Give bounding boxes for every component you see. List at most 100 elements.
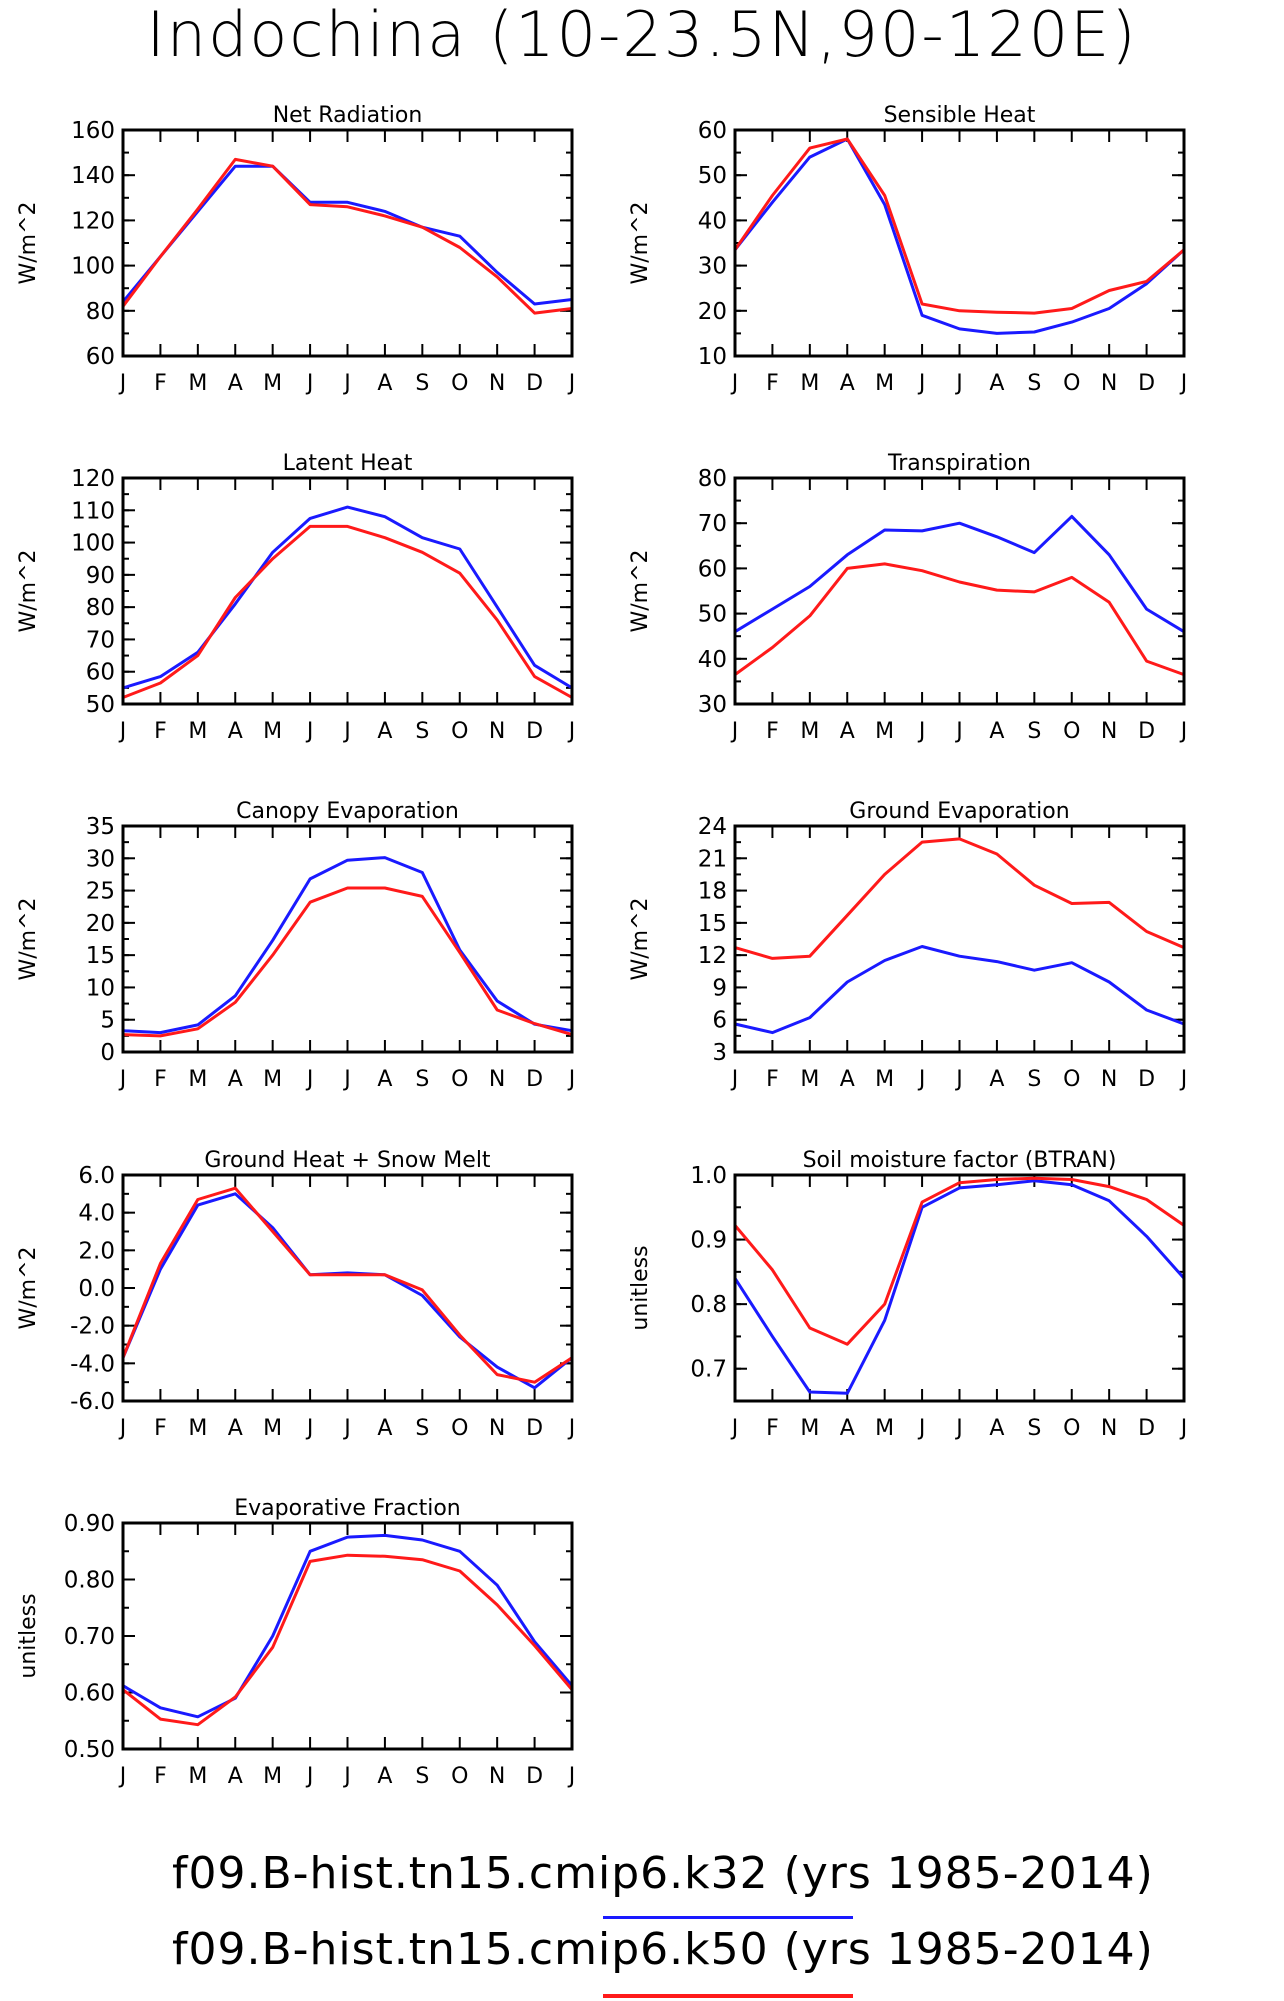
x-tick-label: F [154,371,167,396]
x-tick-label: F [766,719,779,744]
y-tick-label: 24 [698,814,727,840]
x-tick-label: A [840,719,855,744]
y-tick-label: 25 [86,879,115,905]
series-line-k32 [734,945,1185,1035]
y-tick-label: 50 [698,163,727,189]
x-tick-label: D [526,719,543,744]
y-tick-label: 2.0 [78,1238,115,1264]
x-tick-label: J [1179,719,1188,744]
y-tick-label: 0.0 [78,1276,115,1302]
x-tick-label: J [342,1416,351,1441]
plot-frame [121,824,574,1054]
x-tick-label: O [451,1416,468,1441]
x-tick-label: D [526,371,543,396]
chart-title: Latent Heat [283,451,413,476]
y-tick-label: 15 [86,943,115,969]
y-tick-label: 30 [698,254,727,280]
y-tick-label: 20 [86,911,115,937]
plot-frame [733,824,1186,1054]
series-line-k32 [733,1179,1186,1395]
x-tick-label: M [875,1416,894,1441]
legend-swatch-k32 [603,1916,853,1919]
y-tick-label: 120 [71,208,115,234]
x-tick-label: D [1138,1067,1155,1092]
chart-title: Net Radiation [273,103,423,128]
x-tick-label: M [263,1067,282,1092]
plot-frame [733,1173,1186,1403]
x-tick-label: J [954,1416,963,1441]
y-tick-label: 20 [698,299,727,325]
x-tick-label: O [451,1067,468,1092]
x-tick-label: S [415,1067,429,1092]
x-tick-label: J [954,1067,963,1092]
x-tick-label: N [489,719,505,744]
legend-years-k32: (yrs 1985-2014) [768,1848,1154,1899]
y-tick-label: 50 [86,692,115,718]
y-axis-label: unitless [16,1593,41,1678]
x-tick-label: J [118,719,127,744]
x-tick-label: J [342,371,351,396]
x-tick-label: A [228,1764,243,1789]
y-tick-label: 35 [86,814,115,840]
y-axis-label: W/m^2 [628,201,653,284]
x-tick-label: A [840,1067,855,1092]
x-tick-label: J [567,719,576,744]
x-tick-label: F [154,1067,167,1092]
y-tick-label: -2.0 [70,1314,115,1340]
y-tick-label: 0 [100,1040,115,1066]
x-tick-label: J [567,1764,576,1789]
x-tick-label: D [526,1067,543,1092]
x-tick-label: F [766,1067,779,1092]
y-tick-label: 5 [100,1008,115,1034]
y-tick-label: 10 [86,975,115,1001]
y-tick-label: 80 [86,299,115,325]
y-tick-label: -4.0 [70,1351,115,1377]
x-tick-label: J [342,1067,351,1092]
x-tick-label: S [1027,1416,1041,1441]
y-tick-label: 0.60 [64,1681,115,1707]
y-axis-label: W/m^2 [16,201,41,284]
x-tick-label: M [800,719,819,744]
x-tick-label: O [1063,1416,1080,1441]
x-tick-label: A [228,371,243,396]
x-tick-label: A [840,1416,855,1441]
chart-title: Transpiration [887,451,1031,476]
x-tick-label: M [188,1067,207,1092]
x-tick-label: S [415,371,429,396]
x-tick-label: F [154,719,167,744]
legend-name-k32: f09.B-hist.tn15.cmip6.k32 [172,1848,769,1899]
x-tick-label: D [1138,1416,1155,1441]
plot-frame [121,476,574,706]
x-tick-label: M [263,371,282,396]
x-tick-label: J [118,371,127,396]
series-line-k32 [734,514,1185,633]
x-tick-label: J [917,1416,926,1441]
x-tick-label: N [489,1416,505,1441]
x-tick-label: O [451,371,468,396]
y-axis-label: W/m^2 [16,897,41,980]
x-tick-label: N [489,371,505,396]
x-tick-label: J [917,371,926,396]
x-tick-label: J [730,371,739,396]
y-tick-label: -6.0 [70,1389,115,1415]
x-tick-label: S [1027,1067,1041,1092]
y-tick-label: 120 [71,466,115,492]
series-line-k50 [733,137,1185,315]
figure-title: Indochina (10-23.5N,90-120E) [146,0,1138,71]
y-axis-label: unitless [628,1245,653,1330]
series-line-k50 [734,562,1185,677]
x-tick-label: J [305,719,314,744]
x-tick-label: J [342,719,351,744]
x-tick-label: F [154,1764,167,1789]
x-tick-label: N [489,1067,505,1092]
y-tick-label: 30 [698,692,727,718]
x-tick-label: F [766,1416,779,1441]
y-tick-label: 60 [698,556,727,582]
x-tick-label: S [415,1764,429,1789]
y-tick-label: 6 [712,1008,727,1034]
